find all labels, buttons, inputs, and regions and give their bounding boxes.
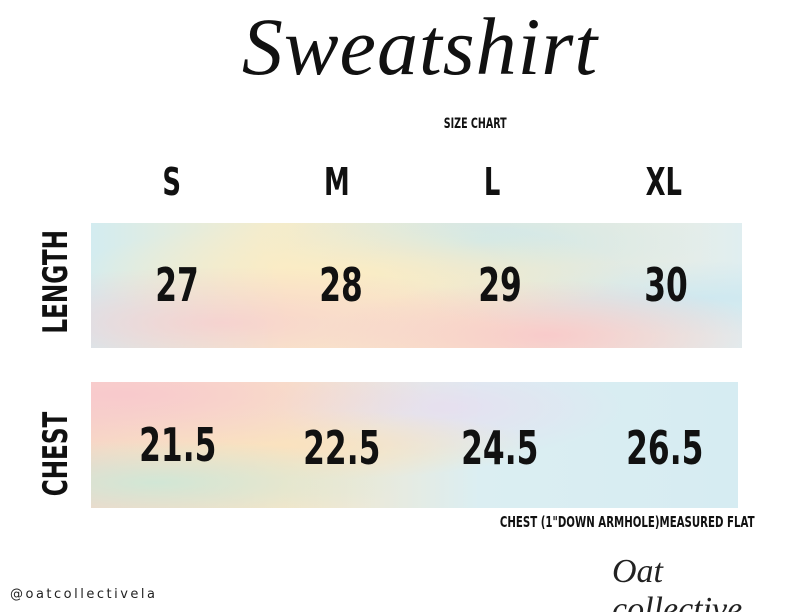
chest-value-s: 21.5 [139, 418, 217, 472]
length-value-xl: 30 [644, 258, 688, 312]
row-label-chest: CHEST [36, 411, 76, 497]
subtitle: SIZE CHART [443, 116, 507, 132]
length-row [91, 223, 742, 348]
length-value-m: 28 [319, 258, 363, 312]
chest-value-l: 24.5 [461, 421, 539, 475]
brand-logo: Oat collective [612, 553, 743, 612]
chest-value-xl: 26.5 [626, 421, 704, 475]
length-value-s: 27 [155, 258, 199, 312]
measurement-note: CHEST (1"DOWN ARMHOLE)MEASURED FLAT [499, 513, 755, 531]
chest-value-m: 22.5 [303, 421, 381, 475]
size-header-xl: XL [645, 160, 683, 204]
row-label-length: LENGTH [36, 230, 76, 334]
size-header-s: S [162, 160, 182, 204]
length-value-l: 29 [478, 258, 522, 312]
size-header-m: M [324, 160, 350, 204]
chest-row [91, 382, 738, 508]
size-header-l: L [483, 160, 501, 204]
title: Sweatshirt [241, 1, 599, 92]
social-handle: @oatcollectivela [10, 587, 158, 602]
